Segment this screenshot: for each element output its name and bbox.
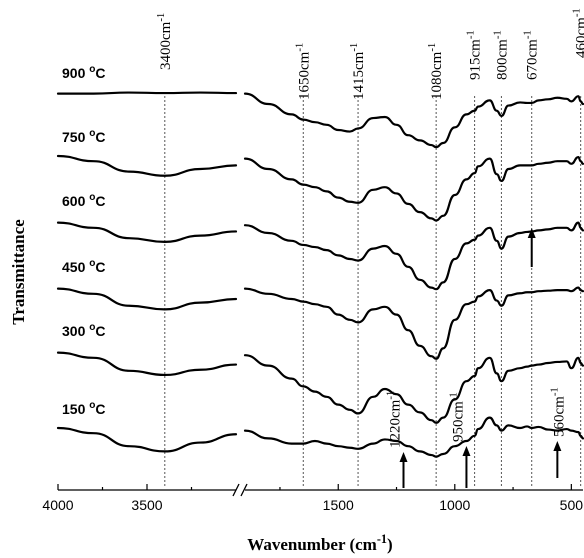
curve-300c-right [243, 354, 584, 424]
x-axis: 4000 3500 1500 1000 500 [42, 483, 584, 513]
arrowhead-950 [462, 446, 471, 456]
temp-label-450: 450 oC [62, 258, 106, 275]
peak-label-460: 460cm-1 [571, 8, 584, 58]
peak-label-1080: 1080cm-1 [426, 43, 445, 100]
curve-750c-left [56, 154, 238, 177]
spectra-curves [56, 91, 584, 458]
curve-900c-left [56, 91, 238, 95]
tick-label-4000: 4000 [42, 497, 73, 513]
y-axis-label: Transmittance [9, 219, 28, 325]
curve-750c-right [243, 155, 584, 222]
peak-label-3400: 3400cm-1 [155, 13, 174, 70]
curve-300c-left [56, 351, 238, 377]
tick-label-500: 500 [560, 497, 584, 513]
temperature-labels: 900 oC 750 oC 600 oC 450 oC 300 oC 150 oC [62, 64, 106, 417]
peak-label-670: 670cm-1 [522, 30, 541, 80]
peak-label-1650: 1650cm-1 [293, 43, 312, 100]
x-axis-label: Wavenumber (cm-1) [247, 532, 392, 554]
reference-lines [164, 96, 582, 488]
curve-150c-right [243, 416, 584, 458]
peak-label-800: 800cm-1 [491, 30, 510, 80]
curve-450c-left [56, 287, 238, 311]
peak-labels: 3400cm-1 1650cm-1 1415cm-1 1080cm-1 915cm-1 8… [155, 8, 584, 448]
tick-label-1000: 1000 [439, 497, 470, 513]
curve-450c-right [243, 286, 584, 360]
arrowhead-1220 [399, 452, 408, 462]
annot-label-950: 950cm-1 [447, 392, 466, 442]
tick-label-3500: 3500 [131, 497, 162, 513]
arrowhead-670 [527, 228, 536, 238]
temp-label-750: 750 oC [62, 128, 106, 145]
annot-label-560: 560cm-1 [548, 387, 567, 437]
curve-600c-right [243, 221, 584, 291]
peak-label-1415: 1415cm-1 [348, 43, 367, 100]
curve-150c-left [56, 426, 238, 453]
temp-label-600: 600 oC [62, 192, 106, 209]
curve-600c-left [56, 221, 238, 243]
axis-break-2 [240, 483, 248, 497]
peak-arrows [399, 228, 562, 488]
axis-break-1 [232, 483, 240, 497]
temp-label-300: 300 oC [62, 322, 106, 339]
annot-label-1220: 1220cm-1 [385, 391, 404, 448]
arrowhead-560 [553, 441, 562, 451]
temp-label-150: 150 oC [62, 400, 106, 417]
peak-label-915: 915cm-1 [465, 30, 484, 80]
temp-label-900: 900 oC [62, 64, 106, 81]
curve-900c-right [243, 92, 584, 149]
tick-label-1500: 1500 [323, 497, 354, 513]
